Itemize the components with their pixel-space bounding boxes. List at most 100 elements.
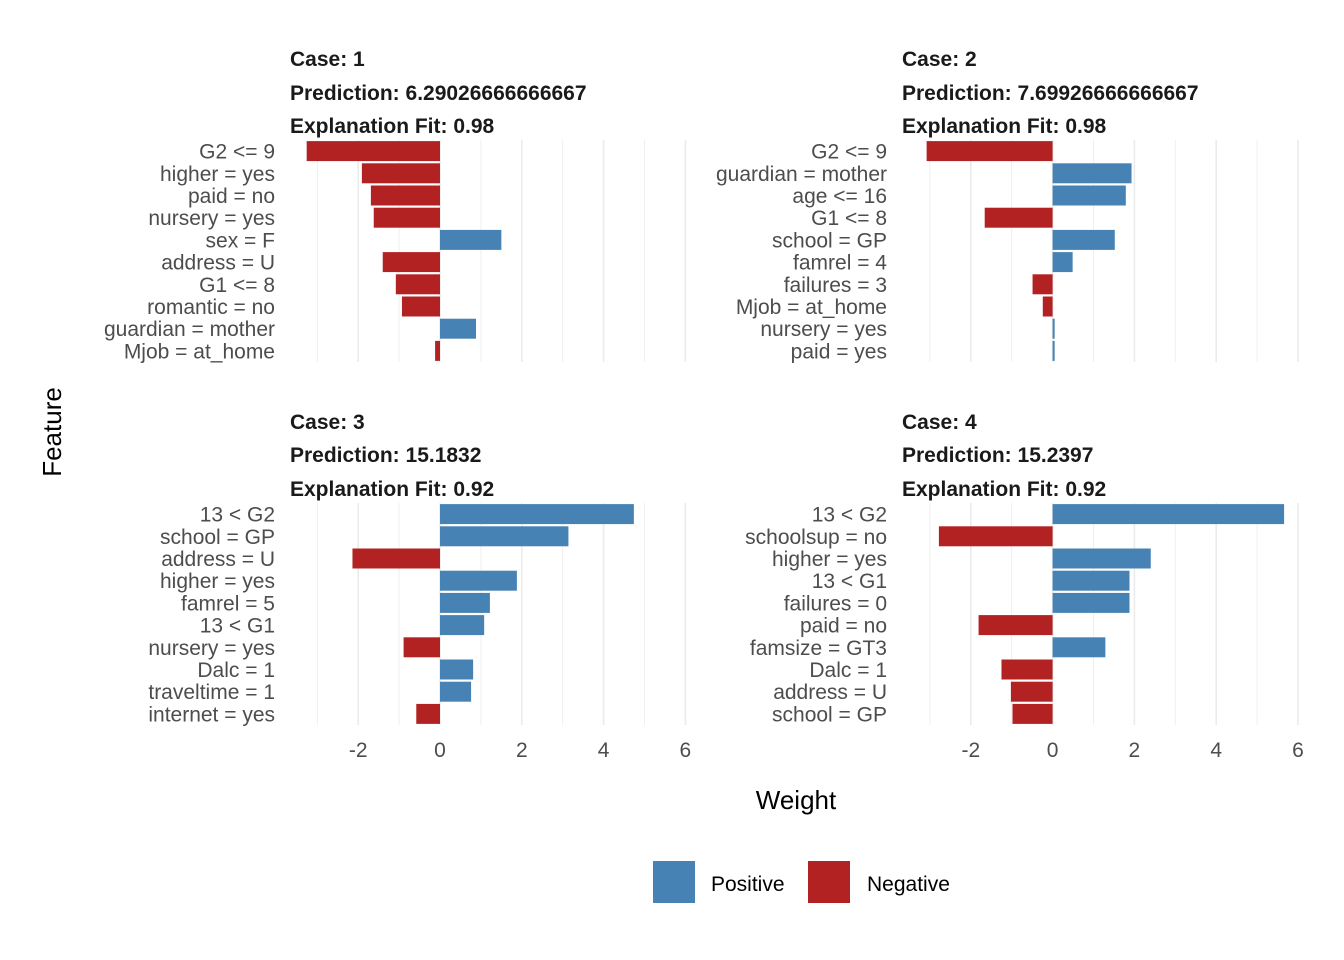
feature-label: romantic = no (147, 296, 275, 319)
feature-label: paid = no (800, 615, 887, 638)
feature-label: 13 < G1 (200, 615, 275, 638)
feature-label: higher = yes (160, 163, 275, 186)
feature-label: traveltime = 1 (148, 681, 275, 704)
legend-swatch-positive (653, 861, 695, 903)
feature-label: age <= 16 (792, 185, 887, 208)
prediction-title: Prediction: 15.2397 (902, 444, 1093, 467)
case-title: Case: 2 (902, 48, 977, 71)
feature-label: failures = 0 (784, 592, 887, 615)
case-title: Case: 1 (290, 48, 365, 71)
x-tick-label: 2 (1129, 739, 1141, 762)
feature-label: G1 <= 8 (199, 274, 275, 297)
bar-positive (440, 615, 485, 636)
x-tick-label: 0 (1047, 739, 1059, 762)
bar-positive (1052, 570, 1130, 591)
prediction-title: Prediction: 6.29026666666667 (290, 82, 587, 105)
feature-label: paid = yes (791, 340, 887, 363)
bar-negative (361, 163, 440, 184)
bar-negative (926, 141, 1053, 162)
feature-label: G2 <= 9 (811, 141, 887, 164)
legend-label-positive: Positive (711, 873, 785, 896)
x-tick-label: 6 (1292, 739, 1304, 762)
fit-title: Explanation Fit: 0.98 (902, 115, 1107, 138)
bar-negative (435, 340, 440, 361)
feature-label: school = GP (772, 703, 887, 726)
x-tick-label: 2 (516, 739, 528, 762)
legend-swatch-negative (808, 861, 850, 903)
fit-title: Explanation Fit: 0.92 (902, 478, 1106, 501)
bar-positive (440, 659, 474, 680)
prediction-title: Prediction: 7.69926666666667 (902, 82, 1199, 105)
x-tick-label: -2 (961, 739, 980, 762)
feature-label: Dalc = 1 (809, 659, 887, 682)
x-axis-title: Weight (756, 785, 837, 815)
bar-positive (1052, 185, 1126, 206)
bar-positive (1052, 504, 1285, 525)
x-tick-label: -2 (349, 739, 368, 762)
bar-negative (403, 637, 440, 658)
legend: Positive Negative (653, 861, 950, 903)
bar-negative (401, 296, 440, 317)
feature-label: address = U (161, 252, 275, 275)
bar-positive (1052, 229, 1115, 250)
bar-negative (938, 526, 1053, 547)
panel-case-4: Case: 4 Prediction: 15.2397 Explanation Fi… (745, 411, 1304, 762)
bar-negative (978, 615, 1053, 636)
fit-title: Explanation Fit: 0.98 (290, 115, 495, 138)
feature-label: sex = F (206, 229, 275, 252)
bar-negative (416, 703, 440, 724)
bar-negative (1001, 659, 1053, 680)
bar-positive (1052, 548, 1151, 569)
feature-label: 13 < G1 (812, 570, 887, 593)
bar-negative (382, 252, 440, 273)
feature-label: 13 < G2 (200, 504, 275, 527)
feature-label: G1 <= 8 (811, 207, 887, 230)
bar-positive (1052, 252, 1073, 273)
bar-positive (440, 318, 476, 339)
feature-label: school = GP (160, 526, 275, 549)
bar-negative (1032, 274, 1053, 295)
gridlines (929, 503, 1299, 725)
case-title: Case: 3 (290, 411, 365, 434)
x-tick-label: 4 (1210, 739, 1222, 762)
feature-label: G2 <= 9 (199, 141, 275, 164)
feature-label: famsize = GT3 (750, 637, 887, 660)
bar-negative (1012, 703, 1053, 724)
bar-negative (352, 548, 440, 569)
legend-label-negative: Negative (867, 873, 950, 896)
bar-negative (373, 207, 440, 228)
feature-label: guardian = mother (104, 318, 275, 341)
bar-positive (440, 526, 569, 547)
bar-positive (440, 592, 490, 613)
feature-label: school = GP (772, 229, 887, 252)
feature-label: paid = no (188, 185, 275, 208)
feature-label: Mjob = at_home (736, 296, 887, 319)
bar-positive (440, 229, 502, 250)
bar-negative (395, 274, 440, 295)
fit-title: Explanation Fit: 0.92 (290, 478, 494, 501)
y-axis-title: Feature (37, 387, 67, 477)
bar-positive (440, 681, 472, 702)
feature-label: schoolsup = no (745, 526, 887, 549)
bar-positive (440, 570, 517, 591)
bar-negative (306, 141, 440, 162)
bar-positive (1052, 592, 1130, 613)
feature-label: failures = 3 (784, 274, 887, 297)
bar-negative (984, 207, 1053, 228)
feature-label: nursery = yes (148, 207, 275, 230)
case-title: Case: 4 (902, 411, 977, 434)
feature-label: address = U (161, 548, 275, 571)
feature-label: 13 < G2 (812, 504, 887, 527)
bar-negative (1010, 681, 1053, 702)
bar-negative (370, 185, 440, 206)
feature-label: internet = yes (148, 703, 275, 726)
bar-positive (1052, 340, 1055, 361)
bar-positive (1052, 637, 1106, 658)
feature-label: famrel = 5 (181, 592, 275, 615)
feature-label: Dalc = 1 (197, 659, 275, 682)
feature-label: higher = yes (160, 570, 275, 593)
feature-label: Mjob = at_home (124, 340, 275, 363)
panel-case-2: Case: 2 Prediction: 7.69926666666667 Expla… (716, 48, 1299, 363)
